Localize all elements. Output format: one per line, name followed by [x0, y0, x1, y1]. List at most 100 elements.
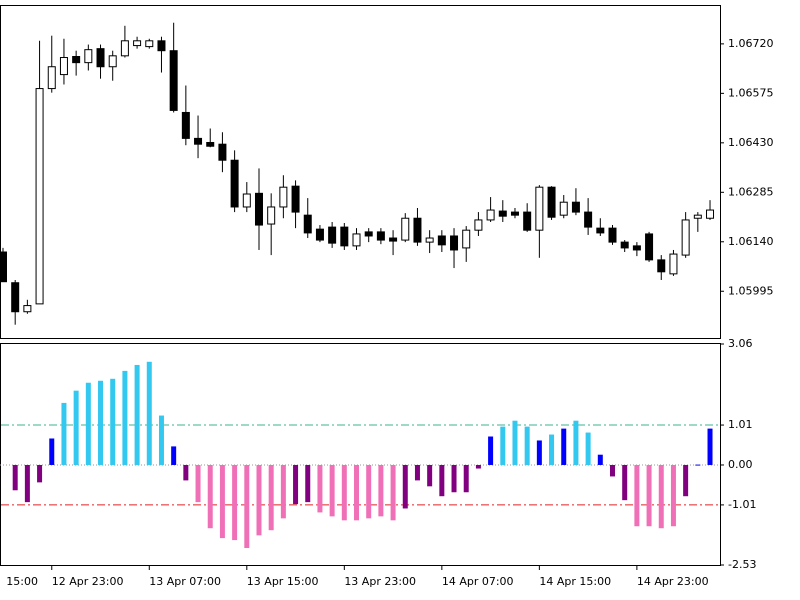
y-tick-label: 1.06575 — [728, 86, 774, 99]
histogram-bar — [183, 464, 189, 481]
histogram-bar — [390, 464, 396, 521]
histogram-bar — [341, 464, 347, 521]
candle-body — [657, 259, 666, 273]
candle-body — [145, 40, 154, 48]
candle-body — [47, 66, 56, 90]
histogram-bar — [366, 464, 372, 519]
histogram-bar — [463, 464, 469, 493]
candle-body — [462, 229, 471, 249]
candle-body — [0, 251, 7, 283]
candle-body — [389, 237, 398, 242]
y-tick-label: -2.53 — [728, 558, 756, 571]
candle-body — [352, 233, 361, 247]
candle-body — [230, 159, 239, 208]
candle-body — [267, 206, 276, 225]
candle-body — [206, 141, 215, 147]
candle-body — [510, 211, 519, 216]
candle-body — [450, 235, 459, 251]
histogram-bar — [414, 464, 420, 481]
histogram-bar — [134, 364, 140, 465]
candle-body — [218, 143, 227, 161]
y-tick-label: 3.06 — [728, 337, 753, 350]
histogram-bar — [158, 415, 164, 465]
candle-body — [120, 40, 129, 57]
histogram-bar — [110, 378, 116, 465]
x-tick-label: 13 Apr 07:00 — [149, 575, 221, 588]
histogram-bar — [512, 420, 518, 465]
candle-body — [376, 231, 385, 241]
histogram-bar — [585, 432, 591, 465]
histogram-bar — [61, 402, 67, 465]
histogram-bar — [329, 464, 335, 517]
histogram-bar — [597, 454, 603, 465]
candle-body — [681, 219, 690, 256]
candle-body — [279, 186, 288, 208]
y-tick-label: 0.00 — [728, 458, 753, 471]
x-tick-label: 14 Apr 15:00 — [539, 575, 611, 588]
histogram-bar — [122, 370, 128, 465]
histogram-bar — [549, 434, 555, 465]
histogram-bar — [317, 464, 323, 513]
candle-body — [84, 49, 93, 64]
histogram-bar — [439, 464, 445, 497]
candle-body — [96, 48, 105, 68]
x-tick-label: 13 Apr 15:00 — [247, 575, 319, 588]
candle-body — [620, 241, 629, 249]
candle-body — [169, 50, 178, 111]
candle-body — [11, 282, 20, 313]
indicator-panel — [0, 343, 721, 566]
candle-body — [693, 214, 702, 219]
x-tick-label: 13 Apr 23:00 — [344, 575, 416, 588]
candle-body — [645, 233, 654, 261]
histogram-bar — [707, 428, 713, 465]
candle-body — [498, 210, 507, 217]
histogram-bar — [85, 382, 91, 465]
candle-body — [133, 40, 142, 47]
candle-body — [523, 211, 532, 231]
histogram-bar — [232, 464, 238, 541]
x-tick-label: 14 Apr 07:00 — [442, 575, 514, 588]
histogram-bar — [98, 380, 104, 465]
histogram-bar — [475, 464, 481, 469]
histogram-bar — [610, 464, 615, 477]
histogram-bar — [354, 464, 360, 521]
histogram-bar — [73, 390, 79, 465]
candle-body — [608, 227, 617, 243]
histogram-bar — [488, 436, 494, 465]
histogram-bar — [49, 438, 55, 465]
y-tick-label: 1.05995 — [728, 284, 774, 297]
histogram-bar — [305, 464, 311, 503]
candle-body — [596, 227, 605, 234]
x-tick-label: 12 Apr 23:00 — [52, 575, 124, 588]
candle-body — [59, 57, 68, 76]
candle-body — [23, 305, 32, 313]
candle-body — [181, 111, 190, 139]
candle-body — [315, 228, 324, 241]
y-tick-label: 1.06430 — [728, 136, 774, 149]
candle-body — [194, 137, 203, 145]
histogram-bar — [293, 464, 299, 505]
candle-body — [35, 88, 44, 305]
histogram-bar — [683, 464, 689, 497]
candle-body — [340, 226, 349, 247]
histogram-bar — [524, 426, 530, 465]
histogram-bar — [573, 420, 579, 465]
candle-body — [632, 245, 641, 251]
candle-body — [157, 40, 166, 52]
histogram-bar — [634, 464, 640, 527]
histogram-bar — [695, 464, 701, 466]
candle-body — [364, 231, 373, 237]
histogram-bar — [402, 464, 408, 509]
histogram-bar — [256, 464, 262, 536]
candle-body — [303, 214, 312, 234]
candle-body — [242, 193, 251, 208]
histogram-bar — [670, 464, 676, 527]
candle-body — [535, 186, 544, 231]
histogram-bar — [12, 464, 18, 491]
candle-body — [413, 217, 422, 243]
histogram-bar — [451, 464, 457, 493]
histogram-bar — [427, 464, 433, 487]
histogram-bar — [268, 464, 274, 531]
candle-body — [571, 201, 580, 213]
